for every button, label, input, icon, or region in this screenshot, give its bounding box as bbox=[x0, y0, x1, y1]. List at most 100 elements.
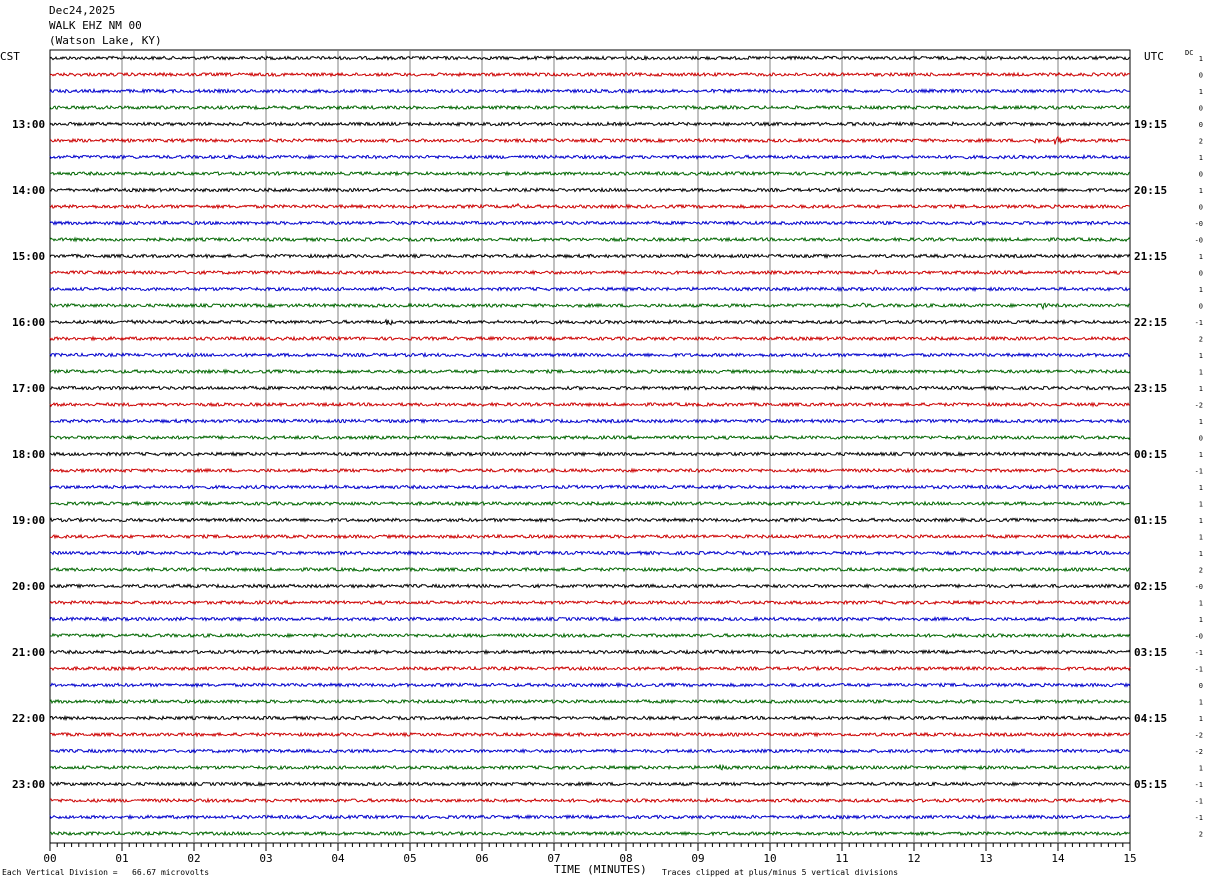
dc-offset-value: 1 bbox=[1199, 484, 1203, 492]
dc-offset-value: 2 bbox=[1199, 831, 1203, 839]
left-hour-label: 19:00 bbox=[12, 514, 45, 527]
seismic-trace bbox=[49, 764, 1131, 771]
right-hour-label: 04:15 bbox=[1134, 712, 1167, 725]
left-hour-label: 20:00 bbox=[12, 580, 45, 593]
seismic-trace bbox=[49, 599, 1131, 606]
dc-offset-value: 1 bbox=[1199, 600, 1203, 608]
seismic-trace bbox=[49, 813, 1131, 820]
dc-offset-value: -1 bbox=[1195, 798, 1203, 806]
left-hour-label: 21:00 bbox=[12, 646, 45, 659]
seismic-trace bbox=[49, 533, 1131, 540]
seismic-trace bbox=[49, 516, 1131, 524]
date-label: Dec24,2025 bbox=[49, 4, 116, 17]
right-hour-label: 02:15 bbox=[1134, 580, 1167, 593]
seismic-trace bbox=[50, 797, 1131, 804]
dc-offset-value: -0 bbox=[1195, 237, 1203, 245]
dc-offset-value: 1 bbox=[1199, 187, 1203, 195]
dc-offset-value: 1 bbox=[1199, 352, 1203, 360]
left-hour-label: 17:00 bbox=[12, 382, 45, 395]
dc-offset-value: 1 bbox=[1199, 715, 1203, 723]
seismic-trace bbox=[49, 236, 1131, 243]
seismic-trace bbox=[49, 417, 1131, 425]
seismic-trace bbox=[49, 549, 1131, 557]
dc-offset-value: 0 bbox=[1199, 72, 1203, 80]
dc-offset-value: 0 bbox=[1199, 105, 1203, 113]
x-tick-label: 11 bbox=[835, 852, 848, 865]
right-hour-label: 00:15 bbox=[1134, 448, 1167, 461]
dc-offset-value: -2 bbox=[1195, 732, 1203, 740]
x-tick-label: 14 bbox=[1051, 852, 1065, 865]
seismic-trace bbox=[49, 202, 1130, 210]
seismic-trace bbox=[49, 450, 1131, 458]
seismic-trace bbox=[49, 665, 1131, 672]
right-hour-label: 03:15 bbox=[1134, 646, 1167, 659]
seismic-trace bbox=[49, 830, 1131, 837]
dc-offset-value: -1 bbox=[1195, 319, 1203, 327]
x-tick-label: 12 bbox=[907, 852, 920, 865]
seismic-trace bbox=[49, 681, 1131, 689]
seismic-trace bbox=[49, 698, 1131, 705]
seismic-trace bbox=[50, 748, 1131, 755]
seismic-trace bbox=[49, 170, 1131, 177]
dc-offset-value: 0 bbox=[1199, 303, 1203, 311]
x-tick-label: 10 bbox=[763, 852, 776, 865]
seismic-trace bbox=[49, 500, 1131, 507]
seismic-trace bbox=[50, 302, 1131, 311]
seismic-trace bbox=[49, 368, 1131, 375]
seismic-trace bbox=[49, 434, 1131, 441]
right-timezone-label: UTC bbox=[1144, 50, 1164, 63]
dc-offset-value: -0 bbox=[1195, 583, 1203, 591]
dc-offset-value: 2 bbox=[1199, 567, 1203, 575]
seismic-trace bbox=[49, 104, 1131, 111]
left-hour-label: 22:00 bbox=[12, 712, 45, 725]
x-tick-label: 04 bbox=[331, 852, 345, 865]
dc-offset-value: 1 bbox=[1199, 369, 1203, 377]
seismic-trace bbox=[49, 780, 1131, 788]
dc-offset-value: 1 bbox=[1199, 616, 1203, 624]
location-label: (Watson Lake, KY) bbox=[49, 34, 162, 47]
seismic-trace bbox=[49, 632, 1131, 639]
x-tick-label: 05 bbox=[403, 852, 416, 865]
x-tick-label: 09 bbox=[691, 852, 704, 865]
left-hour-label: 16:00 bbox=[12, 316, 45, 329]
left-hour-label: 15:00 bbox=[12, 250, 45, 263]
dc-offset-value: 0 bbox=[1199, 171, 1203, 179]
dc-offset-value: -1 bbox=[1195, 649, 1203, 657]
dc-offset-value: -2 bbox=[1195, 748, 1203, 756]
x-tick-label: 03 bbox=[259, 852, 272, 865]
dc-offset-value: 1 bbox=[1199, 385, 1203, 393]
dc-offset-value: -1 bbox=[1195, 666, 1203, 674]
plot-frame bbox=[49, 49, 1131, 844]
dc-offset-value: 1 bbox=[1199, 88, 1203, 96]
seismic-trace bbox=[49, 615, 1130, 623]
seismic-trace bbox=[49, 120, 1131, 128]
x-tick-label: 08 bbox=[619, 852, 632, 865]
dc-offset-value: 1 bbox=[1199, 418, 1203, 426]
seismic-trace bbox=[49, 54, 1131, 62]
dc-offset-value: 1 bbox=[1199, 699, 1203, 707]
scale-note: Each Vertical Division = 66.67 microvolt… bbox=[2, 868, 210, 877]
seismic-trace bbox=[49, 286, 1131, 293]
seismic-trace bbox=[49, 219, 1131, 226]
dc-offset-value: 1 bbox=[1199, 765, 1203, 773]
dc-offset-value: 2 bbox=[1199, 336, 1203, 344]
x-tick-label: 01 bbox=[115, 852, 128, 865]
dc-offset-value: 1 bbox=[1199, 550, 1203, 558]
dc-offset-value: 0 bbox=[1199, 204, 1203, 212]
dc-offset-value: 1 bbox=[1199, 253, 1203, 261]
seismic-trace bbox=[49, 401, 1131, 408]
right-hour-label: 22:15 bbox=[1134, 316, 1167, 329]
dc-offset-value: -1 bbox=[1195, 781, 1203, 789]
x-tick-label: 13 bbox=[979, 852, 992, 865]
right-hour-label: 23:15 bbox=[1134, 382, 1167, 395]
seismic-trace bbox=[49, 467, 1131, 474]
dc-offset-value: 1 bbox=[1199, 55, 1203, 63]
dc-offset-value: 1 bbox=[1199, 286, 1203, 294]
x-tick-label: 07 bbox=[547, 852, 560, 865]
left-hour-label: 13:00 bbox=[12, 118, 45, 131]
left-timezone-label: CST bbox=[0, 50, 20, 63]
seismic-trace bbox=[49, 583, 1131, 590]
seismic-trace bbox=[49, 318, 1131, 326]
station-label: WALK EHZ NM 00 bbox=[49, 19, 142, 32]
